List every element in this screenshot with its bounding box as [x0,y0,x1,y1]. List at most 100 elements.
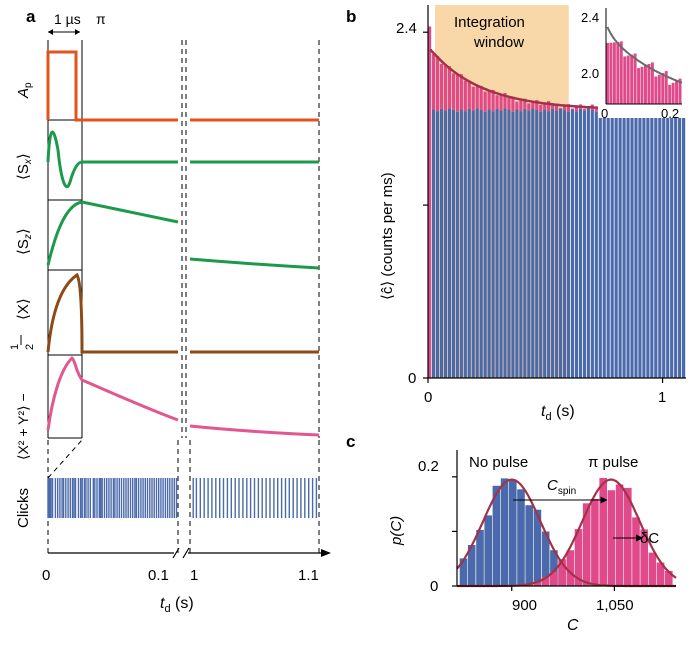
inset-bar [609,42,613,104]
bar-pink-excess [495,95,499,109]
bar-blue-baseline [630,111,634,378]
inset-bar [657,74,661,104]
hist-bar-pi-pulse [566,550,575,586]
bar-blue-baseline [606,108,610,379]
trace-x2y2-left [46,356,179,431]
bar-blue-baseline [443,110,448,378]
pulse-duration-annotation: 1 µs [54,11,81,27]
half-denominator: 2 [24,344,36,350]
bar-blue-baseline [586,108,590,378]
c-ylabel: p(C) [388,516,405,546]
bar-blue-baseline [574,111,579,378]
inset-bar [616,41,620,104]
trace-sz-left [46,200,179,266]
a-xlabel: td (s) [160,595,194,615]
panel-b: b Integration window ⟨ĉ⟩ (counts per ms)… [346,4,688,423]
bar-blue-baseline [670,108,674,378]
bar-blue-baseline [558,108,563,378]
hist-bar-no-pulse [550,550,558,586]
cspin-label: Cspin [547,477,576,497]
legend-no-pulse: No pulse [469,454,528,471]
bar-pink-excess [555,103,559,111]
bar-pink-excess [447,66,452,109]
bar-blue-baseline [475,108,479,378]
bar-blue-baseline [531,108,535,378]
hist-bar-pi-pulse [632,517,640,586]
inset-bar [650,62,654,104]
bar-blue-baseline [662,108,666,379]
window-label-line1: Integration [454,14,525,31]
bar-blue-baseline [511,111,515,379]
bar-first-peak [428,26,432,378]
bar-blue-baseline [614,108,618,378]
bar-pink-excess [435,55,440,112]
bar-blue-baseline [642,108,646,378]
bar-pink-excess [503,92,507,109]
inset-bar [675,80,679,104]
c-ytick-0.2: 0.2 [418,458,439,475]
bar-blue-baseline [539,111,543,379]
svg-text:⟨X² + Y²⟩ −: ⟨X² + Y²⟩ − [15,393,31,460]
row-label-x2y2: ⟨X² + Y²⟩ − 1 2 [9,335,36,460]
inset-bar [623,56,627,104]
hist-bar-no-pulse [541,531,550,586]
bar-blue-baseline [634,108,638,379]
hist-bar-no-pulse [459,558,468,586]
panel-a-label: a [26,7,36,26]
bar-blue-baseline [483,111,487,379]
hist-bar-no-pulse [467,545,476,586]
bar-blue-baseline [578,108,582,379]
hist-bar-pi-pulse [582,503,591,586]
hist-bar-pi-pulse [574,529,583,586]
cspin-arrowhead [600,496,608,504]
bar-blue-baseline [638,110,642,378]
inset-bar [678,78,682,104]
bar-pink-excess [507,98,511,111]
a-xtick-0.1: 0.1 [148,567,169,584]
inset-ytick-2.4: 2.4 [581,10,599,25]
inset-bar [640,66,644,104]
bar-pink-excess [479,85,483,111]
bar-pink-excess [547,101,551,112]
inset-xtick-0.2: 0.2 [661,106,679,121]
bar-pink-excess [562,106,567,111]
bar-pink-excess [451,73,455,111]
hist-bar-pi-pulse [615,484,624,586]
half-numerator: 1 [9,344,21,350]
bar-blue-baseline [594,111,598,379]
panel-c-label: c [346,432,355,451]
bar-blue-baseline [682,109,686,379]
inset-fit-curve [606,26,683,84]
bar-pink-excess [467,80,471,109]
hist-bar-no-pulse [500,478,509,586]
bar-blue-baseline [646,110,650,378]
zoom-line [47,439,83,479]
bar-blue-baseline [507,110,511,378]
hist-bar-pi-pulse [533,581,542,586]
trace-x2y2-right [189,424,320,437]
b-xtick-0: 0 [424,389,432,406]
bar-pink-excess [439,63,444,109]
axis-break-1 [172,547,180,559]
bar-pink-excess [594,108,598,112]
hist-bar-no-pulse [492,485,501,586]
bar-pink-excess [471,86,475,111]
bar-blue-baseline [467,108,471,379]
axis-break-2 [182,547,190,559]
hist-bar-pi-pulse [607,490,616,586]
svg-text:⟨Sx⟩: ⟨Sx⟩ [15,153,34,180]
bar-blue-baseline [499,110,503,378]
panel-a-traces [46,50,320,437]
inset-bar [654,76,658,104]
bar-blue-baseline [547,111,551,378]
row-label-x: ⟨X⟩ [15,298,32,320]
inset-xtick-0: 0 [601,106,608,121]
panel-c-plot [452,450,677,591]
bar-blue-baseline [447,108,452,378]
bar-pink-excess [535,100,539,111]
bar-blue-baseline [570,109,575,379]
delta-c-label: δC [640,530,659,547]
c-ytick-0: 0 [430,578,438,595]
pi-annotation: π [96,11,106,27]
bar-pink-excess [531,101,535,109]
